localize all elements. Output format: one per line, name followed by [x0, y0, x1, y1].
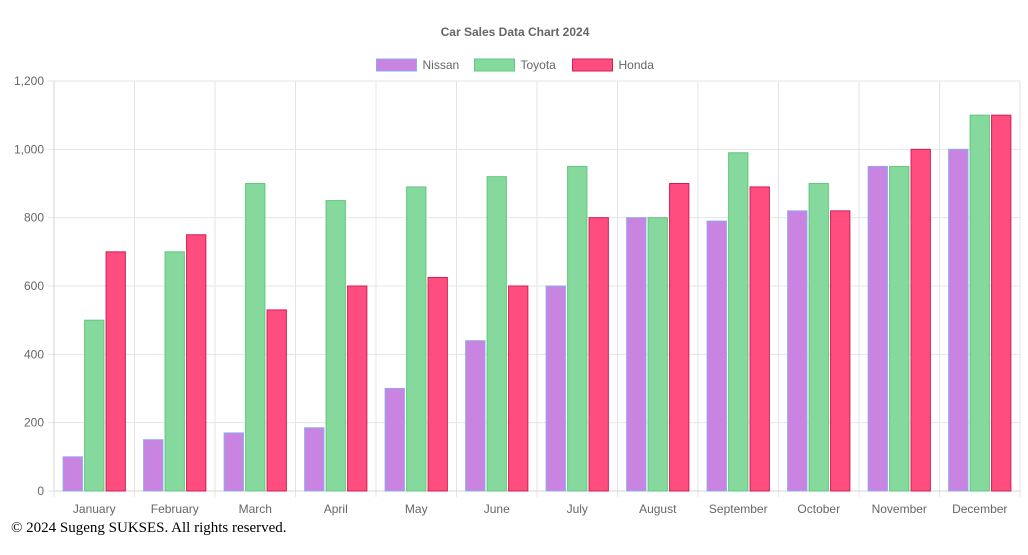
- y-tick-label: 0: [37, 484, 44, 498]
- legend-swatch-toyota: [474, 58, 515, 72]
- bar-honda: [669, 183, 690, 492]
- bar-honda: [830, 210, 851, 492]
- copyright-footer: © 2024 Sugeng SUKSES. All rights reserve…: [11, 520, 287, 536]
- chart-title: Car Sales Data Chart 2024: [441, 25, 590, 39]
- chart-grid: [48, 80, 1021, 497]
- bar-honda: [105, 251, 126, 492]
- x-tick-label: October: [797, 502, 840, 516]
- legend-swatch-nissan: [376, 58, 417, 72]
- bar-toyota: [164, 251, 185, 492]
- y-tick-label: 400: [24, 347, 44, 361]
- x-tick-label: November: [872, 502, 927, 516]
- bar-toyota: [889, 165, 910, 492]
- bar-nissan: [465, 340, 486, 492]
- legend-swatch-honda: [572, 58, 613, 72]
- bar-honda: [749, 186, 770, 492]
- bar-honda: [910, 148, 931, 492]
- bar-honda: [186, 234, 207, 492]
- y-tick-label: 200: [24, 416, 44, 430]
- bar-nissan: [384, 388, 405, 492]
- x-tick-label: April: [324, 502, 348, 516]
- chart-legend: Nissan Toyota Honda: [376, 58, 655, 72]
- bar-nissan: [787, 210, 808, 492]
- bar-nissan: [304, 427, 325, 492]
- x-tick-label: July: [567, 502, 588, 516]
- y-tick-label: 600: [24, 279, 44, 293]
- bar-honda: [347, 285, 368, 492]
- bar-nissan: [948, 148, 969, 492]
- x-tick-label: August: [639, 502, 677, 516]
- x-tick-label: June: [484, 502, 510, 516]
- y-axis: 0 200 400 600 800 1,000 1,200: [14, 74, 44, 498]
- legend-label-toyota: Toyota: [521, 58, 557, 72]
- bar-toyota: [647, 217, 668, 492]
- chart-bars: [62, 114, 1012, 492]
- bar-toyota: [84, 319, 105, 492]
- bar-nissan: [143, 439, 164, 492]
- x-tick-label: January: [73, 502, 116, 516]
- bar-nissan: [626, 217, 647, 492]
- bar-toyota: [245, 183, 266, 492]
- bar-nissan: [867, 165, 888, 492]
- bar-honda: [991, 114, 1012, 492]
- legend-label-nissan: Nissan: [423, 58, 460, 72]
- bar-nissan: [62, 456, 83, 492]
- x-tick-label: May: [405, 502, 428, 516]
- bar-toyota: [808, 183, 829, 492]
- bar-honda: [427, 276, 448, 492]
- x-axis: January February March April May June July Augu…: [73, 502, 1008, 516]
- bar-toyota: [728, 152, 749, 492]
- bar-chart: Car Sales Data Chart 2024 Nissan Toyota Ho…: [14, 25, 1021, 516]
- bar-honda: [588, 217, 609, 492]
- bar-nissan: [223, 432, 244, 492]
- x-tick-label: September: [709, 502, 768, 516]
- x-tick-label: February: [151, 502, 199, 516]
- bar-toyota: [969, 114, 990, 492]
- bar-toyota: [486, 176, 507, 492]
- x-tick-label: December: [952, 502, 1007, 516]
- bar-toyota: [325, 200, 346, 492]
- y-tick-label: 1,000: [14, 142, 44, 156]
- bar-nissan: [706, 220, 727, 492]
- legend-label-honda: Honda: [619, 58, 655, 72]
- x-tick-label: March: [239, 502, 272, 516]
- bar-honda: [266, 309, 287, 492]
- y-tick-label: 800: [24, 211, 44, 225]
- bar-toyota: [567, 165, 588, 492]
- chart-container: Car Sales Data Chart 2024 Nissan Toyota Ho…: [14, 25, 1021, 516]
- bar-honda: [508, 285, 529, 492]
- y-tick-label: 1,200: [14, 74, 44, 88]
- bar-toyota: [406, 186, 427, 492]
- bar-nissan: [545, 285, 566, 492]
